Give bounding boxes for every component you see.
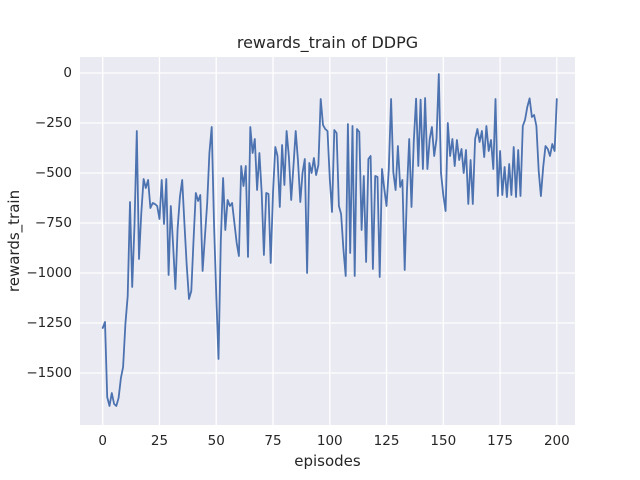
y-tick-label: 0 (63, 65, 72, 81)
y-tick-label: −1500 (26, 365, 72, 381)
x-tick-label: 75 (264, 433, 282, 449)
y-tick-label: −1000 (26, 265, 72, 281)
x-axis-label: episodes (294, 452, 361, 470)
x-tick-label: 175 (487, 433, 513, 449)
chart-title: rewards_train of DDPG (236, 33, 419, 52)
x-tick-label: 100 (316, 433, 343, 449)
x-tick-label: 50 (207, 433, 225, 449)
y-tick-label: −750 (34, 215, 72, 231)
x-tick-label: 150 (430, 433, 457, 449)
x-tick-label: 0 (98, 433, 107, 449)
y-tick-label: −500 (34, 165, 72, 181)
y-tick-label: −250 (34, 115, 72, 131)
axes-background (80, 57, 575, 425)
x-tick-label: 25 (150, 433, 169, 449)
x-tick-label: 125 (373, 433, 400, 449)
x-tick-label: 200 (543, 433, 570, 449)
series-line-rewards-train (101, 73, 558, 407)
y-tick-label: −1250 (26, 315, 72, 331)
